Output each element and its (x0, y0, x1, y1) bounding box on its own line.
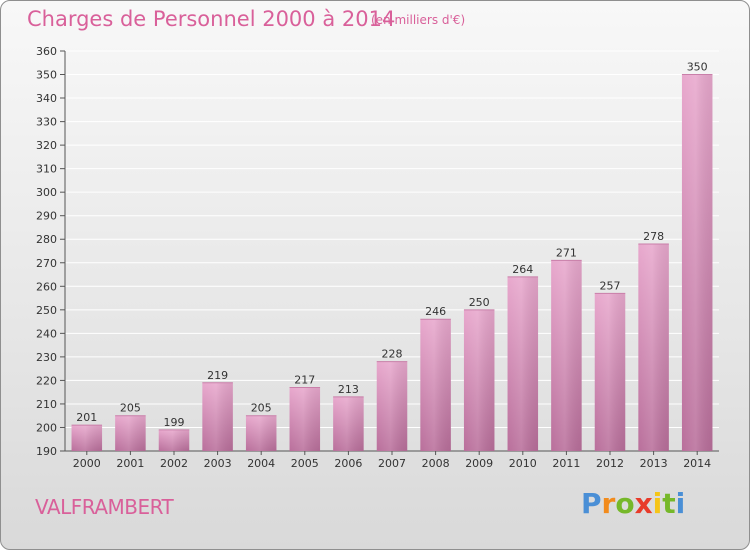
y-tick-label: 240 (36, 327, 57, 340)
data-label: 264 (512, 263, 533, 276)
bar-shine (333, 396, 364, 451)
x-tick-label: 2012 (596, 457, 624, 470)
labels-layer: 201 2000 205 2001 199 2002 219 2003 205 2004 217 20… (73, 61, 711, 470)
chart-subtitle: (en milliers d'€) (371, 13, 466, 27)
bar-shine (245, 415, 277, 451)
data-label: 250 (469, 296, 490, 309)
x-tick-label: 2000 (73, 457, 101, 470)
data-label: 219 (207, 369, 228, 382)
y-tick-label: 270 (36, 257, 57, 270)
x-tick-label: 2011 (552, 457, 580, 470)
data-label: 199 (164, 416, 185, 429)
data-label: 278 (643, 230, 664, 243)
x-tick-label: 2003 (204, 457, 232, 470)
y-tick-label: 260 (36, 280, 57, 293)
logo-letter: x (634, 487, 653, 520)
x-tick-label: 2008 (422, 457, 450, 470)
logo-letter: o (615, 487, 635, 520)
data-label: 246 (425, 305, 446, 318)
y-tick-label: 230 (36, 351, 57, 364)
data-label: 205 (120, 402, 141, 415)
y-tick-label: 350 (36, 69, 57, 82)
data-label: 205 (251, 402, 272, 415)
logo-letter: t (662, 487, 676, 520)
bar-chart: 190 200 210 220 230 240 250 260 270 280 290 300 310 3… (36, 45, 719, 470)
x-tick-label: 2005 (291, 457, 319, 470)
x-tick-label: 2014 (683, 457, 711, 470)
bars-layer (71, 74, 713, 451)
y-tick-label: 310 (36, 163, 57, 176)
x-tick-label: 2001 (116, 457, 144, 470)
data-label: 271 (556, 246, 577, 259)
logo-letter: i (652, 487, 663, 520)
y-tick-label: 210 (36, 398, 57, 411)
commune-name: VALFRAMBERT (35, 495, 174, 519)
y-tick-label: 200 (36, 421, 57, 434)
y-tick-label: 360 (36, 45, 57, 58)
x-tick-label: 2010 (509, 457, 537, 470)
x-tick-label: 2006 (334, 457, 362, 470)
y-tick-label: 220 (36, 374, 57, 387)
data-label: 350 (687, 61, 708, 74)
y-tick-label: 280 (36, 233, 57, 246)
bar-shine (158, 429, 190, 451)
bar-shine (463, 309, 495, 451)
bar-shine (681, 74, 713, 451)
x-tick-label: 2009 (465, 457, 493, 470)
y-tick-label: 320 (36, 139, 57, 152)
bar-shine (551, 260, 582, 451)
bar-shine (115, 415, 146, 451)
logo-letter: i (675, 487, 686, 520)
y-tick-label: 300 (36, 186, 57, 199)
x-tick-label: 2007 (378, 457, 406, 470)
x-tick-label: 2002 (160, 457, 188, 470)
bar-shine (71, 425, 103, 451)
chart-title: Charges de Personnel 2000 à 2014 (27, 7, 396, 31)
bar-shine (289, 387, 321, 451)
y-tick-label: 340 (36, 92, 57, 105)
logo-letter: P (581, 487, 602, 520)
bar-shine (594, 293, 626, 451)
y-tick-label: 290 (36, 210, 57, 223)
bar-shine (420, 319, 451, 451)
bar-shine (507, 276, 539, 451)
data-label: 201 (76, 411, 97, 424)
proxiti-logo: Proxiti (581, 487, 685, 520)
data-label: 213 (338, 383, 359, 396)
data-label: 228 (382, 348, 403, 361)
y-tick-label: 250 (36, 304, 57, 317)
x-tick-label: 2013 (640, 457, 668, 470)
logo-letter: r (601, 487, 616, 520)
x-tick-label: 2004 (247, 457, 275, 470)
data-label: 257 (600, 279, 621, 292)
bar-shine (202, 382, 233, 451)
bar-shine (376, 361, 408, 451)
bar-shine (638, 243, 669, 451)
y-tick-label: 190 (36, 445, 57, 458)
y-tick-label: 330 (36, 116, 57, 129)
data-label: 217 (294, 373, 315, 386)
